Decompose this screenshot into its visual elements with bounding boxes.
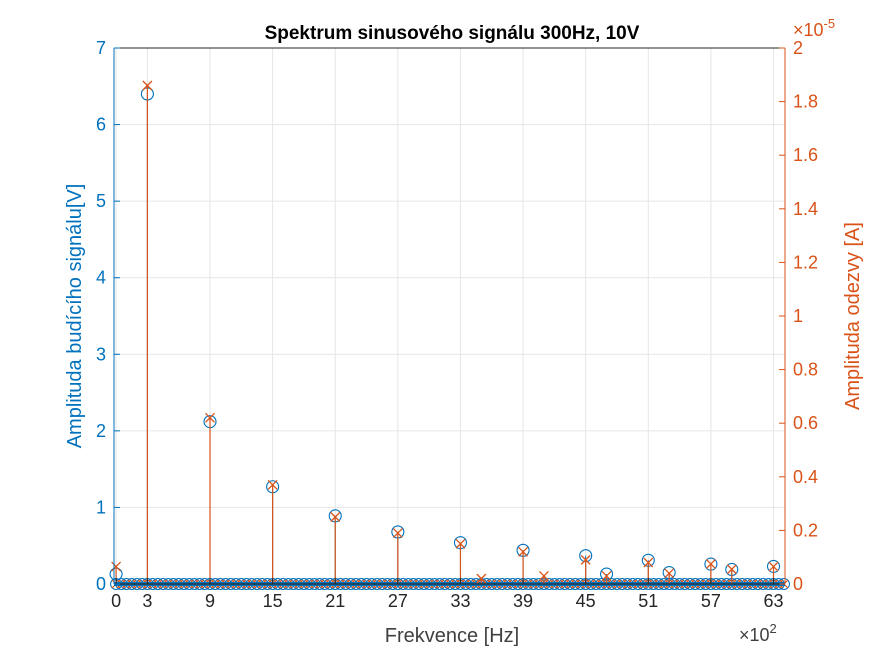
x-tick-label: 63 bbox=[764, 591, 784, 611]
left-tick-label: 6 bbox=[96, 115, 106, 135]
left-tick-label: 5 bbox=[96, 191, 106, 211]
left-tick-label: 3 bbox=[96, 344, 106, 364]
right-point bbox=[111, 561, 122, 572]
right-point bbox=[455, 538, 466, 549]
right-point bbox=[205, 412, 215, 423]
right-tick-label: 0 bbox=[793, 574, 803, 594]
left-tick-label: 4 bbox=[96, 268, 106, 288]
left-axis-label: Amplituda budícího signálu[V] bbox=[64, 184, 86, 449]
left-tick-label: 0 bbox=[96, 574, 106, 594]
right-point bbox=[267, 479, 278, 490]
right-axis-label: Amplituda odezvy [A] bbox=[842, 222, 864, 410]
x-tick-label: 9 bbox=[205, 591, 215, 611]
x-tick-label: 57 bbox=[701, 591, 721, 611]
right-point bbox=[330, 512, 341, 522]
x-tick-label: 21 bbox=[325, 591, 345, 611]
right-tick-label: 1.4 bbox=[793, 199, 818, 219]
axes: 0 3 9 15 21 27 33 39 45 51 57 630123456700.20.40.60… bbox=[96, 38, 818, 611]
right-point bbox=[643, 557, 654, 568]
x-tick-label: 45 bbox=[576, 591, 596, 611]
right-tick-label: 1.8 bbox=[793, 92, 818, 112]
x-tick-label: 51 bbox=[638, 591, 658, 611]
right-tick-label: 0.6 bbox=[793, 413, 818, 433]
right-point bbox=[580, 554, 591, 565]
x-tick-label: 33 bbox=[450, 591, 470, 611]
right-point bbox=[518, 546, 529, 557]
right-point bbox=[726, 564, 737, 575]
right-point bbox=[392, 528, 403, 539]
right-point bbox=[705, 558, 716, 569]
right-tick-label: 1.6 bbox=[793, 145, 818, 165]
left-tick-label: 1 bbox=[96, 497, 106, 517]
right-tick-label: 0.4 bbox=[793, 467, 818, 487]
right-point bbox=[768, 561, 779, 572]
right-point bbox=[601, 571, 612, 581]
x-tick-label: 15 bbox=[263, 591, 283, 611]
right-tick-label: 1.2 bbox=[793, 252, 818, 272]
right-tick-label: 0.2 bbox=[793, 520, 818, 540]
right-tick-label: 0.8 bbox=[793, 360, 818, 380]
x-tick-label: 39 bbox=[513, 591, 533, 611]
right-point bbox=[664, 568, 675, 579]
right-point bbox=[142, 80, 153, 91]
left-tick-label: 2 bbox=[96, 421, 106, 441]
x-multiplier: ×102 bbox=[739, 621, 777, 645]
x-tick-label: 0 bbox=[111, 591, 121, 611]
x-axis-label: Frekvence [Hz] bbox=[385, 625, 519, 647]
plot-background bbox=[114, 48, 785, 584]
x-tick-label: 3 bbox=[142, 591, 152, 611]
right-axis-multiplier: ×10-5 bbox=[793, 16, 835, 40]
right-point bbox=[476, 573, 487, 584]
right-point bbox=[538, 571, 549, 581]
right-tick-label: 2 bbox=[793, 38, 803, 58]
left-tick-label: 7 bbox=[96, 38, 106, 58]
right-tick-label: 1 bbox=[793, 306, 803, 326]
x-tick-label: 27 bbox=[388, 591, 408, 611]
chart-title: Spektrum sinusového signálu 300Hz, 10V bbox=[265, 23, 640, 44]
